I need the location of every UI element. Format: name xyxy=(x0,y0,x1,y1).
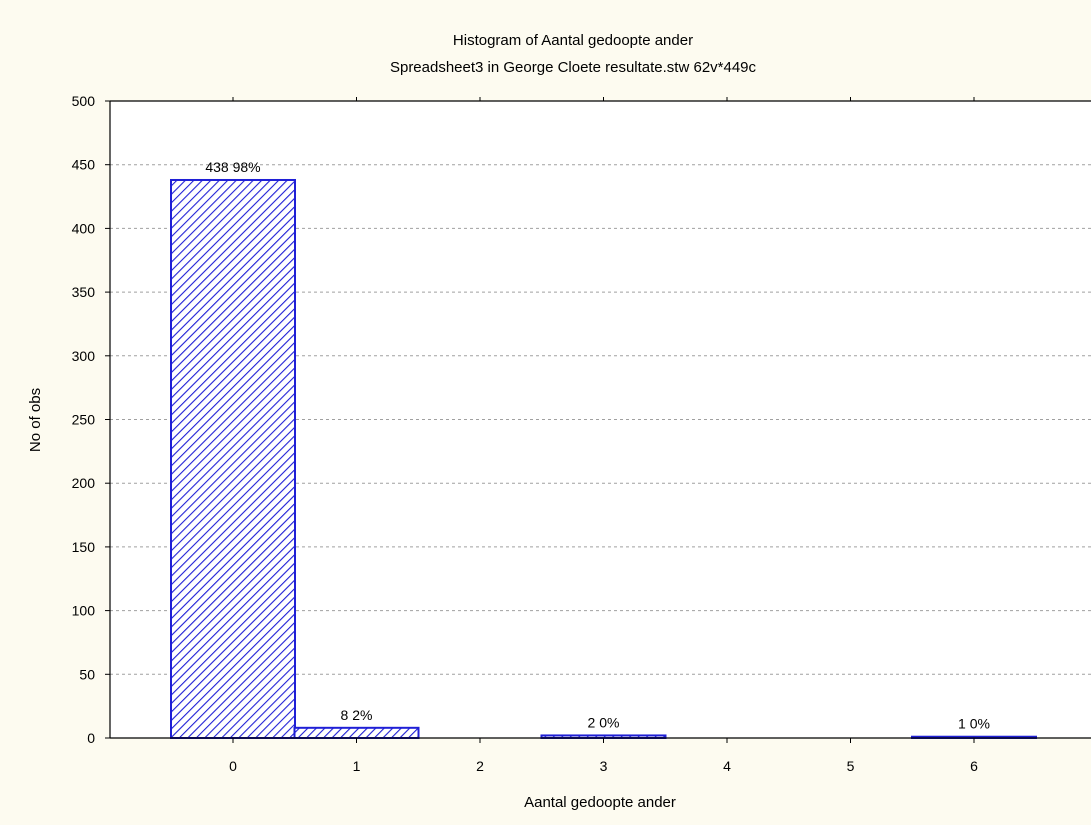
bar-data-label: 2 0% xyxy=(588,714,620,730)
y-tick-label: 400 xyxy=(72,220,96,236)
y-tick-label: 300 xyxy=(72,348,96,364)
bar-data-label: 8 2% xyxy=(341,707,373,723)
x-ticks: 0 1 2 3 4 5 6 xyxy=(229,97,978,774)
x-tick-label: 0 xyxy=(229,758,237,774)
x-tick-label: 4 xyxy=(723,758,731,774)
y-tick-label: 100 xyxy=(72,603,96,619)
x-tick-label: 5 xyxy=(847,758,855,774)
x-tick-label: 2 xyxy=(476,758,484,774)
chart-title: Histogram of Aantal gedoopte ander xyxy=(453,32,693,49)
x-tick-label: 1 xyxy=(353,758,361,774)
bars xyxy=(170,178,1037,740)
histogram-bar xyxy=(170,178,296,740)
histogram-bar xyxy=(293,726,420,739)
y-tick-label: 250 xyxy=(72,412,96,428)
y-tick-label: 0 xyxy=(87,730,95,746)
y-tick-label: 500 xyxy=(72,93,96,109)
x-tick-label: 3 xyxy=(600,758,608,774)
x-tick-label: 6 xyxy=(970,758,978,774)
bar-data-label: 438 98% xyxy=(205,159,260,175)
y-tick-label: 50 xyxy=(79,666,95,682)
y-tick-label: 150 xyxy=(72,539,96,555)
x-axis-label: Aantal gedoopte ander xyxy=(524,794,676,811)
y-axis-label: No of obs xyxy=(27,388,44,452)
data-labels: 438 98% 8 2% 2 0% 1 0% xyxy=(205,159,990,732)
y-tick-label: 200 xyxy=(72,475,96,491)
chart-subtitle: Spreadsheet3 in George Cloete resultate.… xyxy=(390,59,757,76)
y-ticks: 0 50 100 150 200 250 300 350 400 450 500 xyxy=(72,93,110,746)
y-tick-label: 350 xyxy=(72,284,96,300)
y-tick-label: 450 xyxy=(72,157,96,173)
bar-data-label: 1 0% xyxy=(958,716,990,732)
